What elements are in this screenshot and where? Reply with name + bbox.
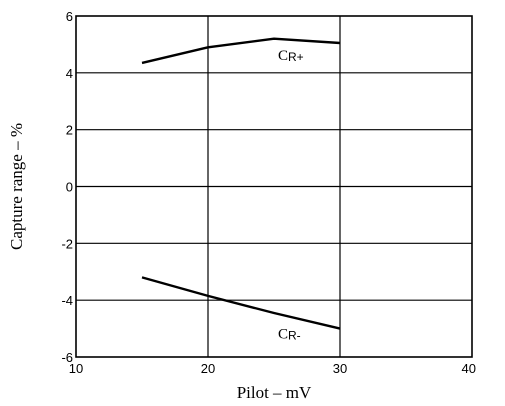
y-tick-label: 0 [66, 180, 73, 195]
y-tick-label: -2 [61, 236, 73, 251]
series-group [141, 37, 341, 330]
y-tick-label: -4 [61, 293, 73, 308]
series-labels: CR+ CR- [278, 48, 304, 342]
series-label-cr-plus: CR+ [278, 48, 304, 64]
grid [76, 16, 472, 357]
series-line-cr-minus [141, 276, 341, 330]
y-tick-label: -6 [61, 350, 73, 365]
x-tick-label: 10 [69, 361, 83, 376]
x-tick-label: 30 [333, 361, 347, 376]
x-tick-label: 20 [201, 361, 215, 376]
y-tick-label: 6 [66, 9, 73, 24]
y-tick-label: 2 [66, 123, 73, 138]
x-axis-title: Pilot – mV [237, 383, 312, 402]
plot-frame [75, 15, 473, 358]
x-tick-label: 40 [462, 361, 476, 376]
series-label-cr-minus: CR- [278, 327, 301, 343]
y-tick-label: 4 [66, 66, 73, 81]
y-axis-title: Capture range – % [7, 123, 26, 250]
series-line-cr-plus [141, 37, 341, 65]
